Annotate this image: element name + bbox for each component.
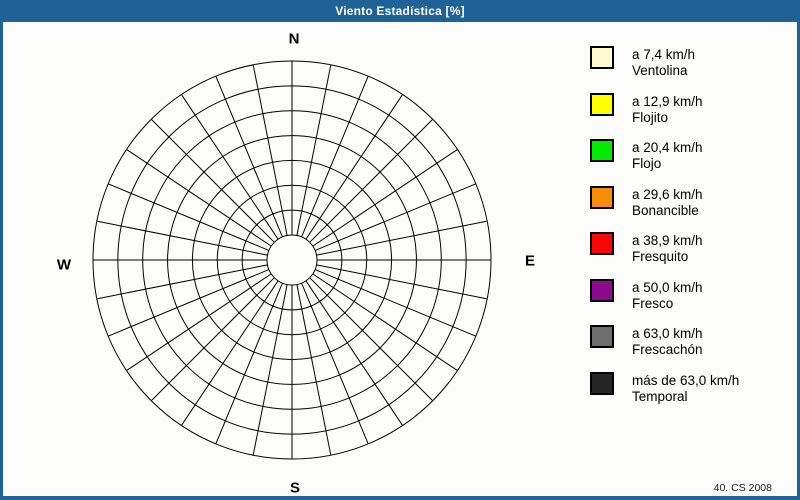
legend-text: a 29,6 km/h Bonancible xyxy=(632,186,703,219)
legend-name-label: Fresco xyxy=(632,295,674,311)
legend-item: a 29,6 km/h Bonancible xyxy=(590,185,703,219)
rose-spoke xyxy=(312,273,458,371)
legend-speed-label: a 63,0 km/h xyxy=(632,326,703,341)
legend-speed-label: a 12,9 km/h xyxy=(632,93,703,109)
legend-color-swatch xyxy=(590,232,614,255)
legend-item: a 50,0 km/h Fresco xyxy=(590,278,703,312)
legend-name-label: Ventolina xyxy=(632,63,688,78)
compass-label-south: S xyxy=(289,479,301,496)
window-title: Viento Estadística [%] xyxy=(335,4,465,18)
rose-spoke xyxy=(252,284,288,456)
legend-name-label: Frescachón xyxy=(632,342,703,357)
rose-spoke xyxy=(181,280,279,426)
rose-spoke xyxy=(301,75,369,238)
legend-item: a 7,4 km/h Ventolina xyxy=(590,46,695,79)
legend: a 7,4 km/h Ventolina a 12,9 km/h Flojito a 2… xyxy=(590,22,795,496)
legend-color-swatch xyxy=(590,278,614,302)
rose-spoke xyxy=(126,273,272,371)
legend-name-label: Flojito xyxy=(632,109,669,125)
rose-inner-circle xyxy=(266,234,318,286)
legend-text: a 7,4 km/h Ventolina xyxy=(632,46,695,79)
legend-speed-label: a 7,4 km/h xyxy=(632,47,696,62)
legend-speed-label: a 50,0 km/h xyxy=(632,279,703,295)
legend-text: más de 63,0 km/h Temporal xyxy=(632,372,739,405)
legend-name-label: Temporal xyxy=(632,388,688,404)
legend-text: a 20,4 km/h Flojo xyxy=(632,139,703,172)
compass-label-west: W xyxy=(56,256,72,274)
legend-item: a 12,9 km/h Flojito xyxy=(590,92,703,126)
window-titlebar[interactable]: Viento Estadística [%] xyxy=(0,0,800,22)
legend-color-swatch xyxy=(590,92,614,116)
rose-spoke xyxy=(301,282,369,445)
rose-spoke xyxy=(215,75,283,238)
legend-item: a 63,0 km/h Frescachón xyxy=(590,325,703,358)
legend-item: a 38,9 km/h Fresquito xyxy=(590,232,703,265)
legend-speed-label: a 20,4 km/h xyxy=(632,140,703,155)
rose-spoke xyxy=(107,269,270,337)
rose-spoke xyxy=(309,118,434,243)
rose-spoke xyxy=(314,183,477,251)
legend-name-label: Flojo xyxy=(632,156,662,171)
rose-spoke xyxy=(150,277,275,402)
legend-color-swatch xyxy=(590,325,614,348)
rose-spoke xyxy=(305,280,403,426)
rose-spoke xyxy=(314,269,477,337)
rose-spoke xyxy=(181,94,279,240)
legend-speed-label: a 38,9 km/h xyxy=(632,233,703,248)
legend-color-swatch xyxy=(590,46,614,69)
legend-color-swatch xyxy=(590,185,614,209)
legend-speed-label: más de 63,0 km/h xyxy=(632,372,740,388)
credit-text: 40. CS 2008 xyxy=(713,482,772,494)
legend-name-label: Bonancible xyxy=(632,202,699,218)
compass-label-north: N xyxy=(288,30,300,48)
rose-spoke xyxy=(252,64,288,236)
legend-text: a 12,9 km/h Flojito xyxy=(632,93,703,126)
legend-speed-label: a 29,6 km/h xyxy=(632,186,703,202)
rose-spoke xyxy=(296,284,332,456)
legend-text: a 50,0 km/h Fresco xyxy=(632,279,703,312)
rose-spoke xyxy=(316,220,488,256)
rose-spoke xyxy=(305,94,403,240)
rose-spoke xyxy=(126,149,272,247)
rose-spoke xyxy=(107,183,270,251)
rose-spoke xyxy=(312,149,458,247)
legend-item: a 20,4 km/h Flojo xyxy=(590,139,703,172)
legend-name-label: Fresquito xyxy=(632,249,689,264)
legend-text: a 38,9 km/h Fresquito xyxy=(632,232,703,265)
legend-text: a 63,0 km/h Frescachón xyxy=(632,325,703,358)
legend-color-swatch xyxy=(590,371,614,395)
rose-spoke xyxy=(316,264,488,300)
rose-spoke xyxy=(215,282,283,445)
chart-panel: N S W E a 7,4 km/h Ventolina a 12,9 km/h Fl… xyxy=(3,22,797,496)
rose-spoke xyxy=(96,220,268,256)
rose-spoke xyxy=(96,264,268,300)
legend-item: más de 63,0 km/h Temporal xyxy=(590,371,739,405)
compass-label-east: E xyxy=(524,252,536,270)
legend-color-swatch xyxy=(590,139,614,162)
rose-spoke xyxy=(150,118,275,243)
wind-rose-grid xyxy=(92,60,492,460)
window-bottom-bar xyxy=(0,496,800,500)
rose-spoke xyxy=(309,277,434,402)
rose-spoke xyxy=(296,64,332,236)
